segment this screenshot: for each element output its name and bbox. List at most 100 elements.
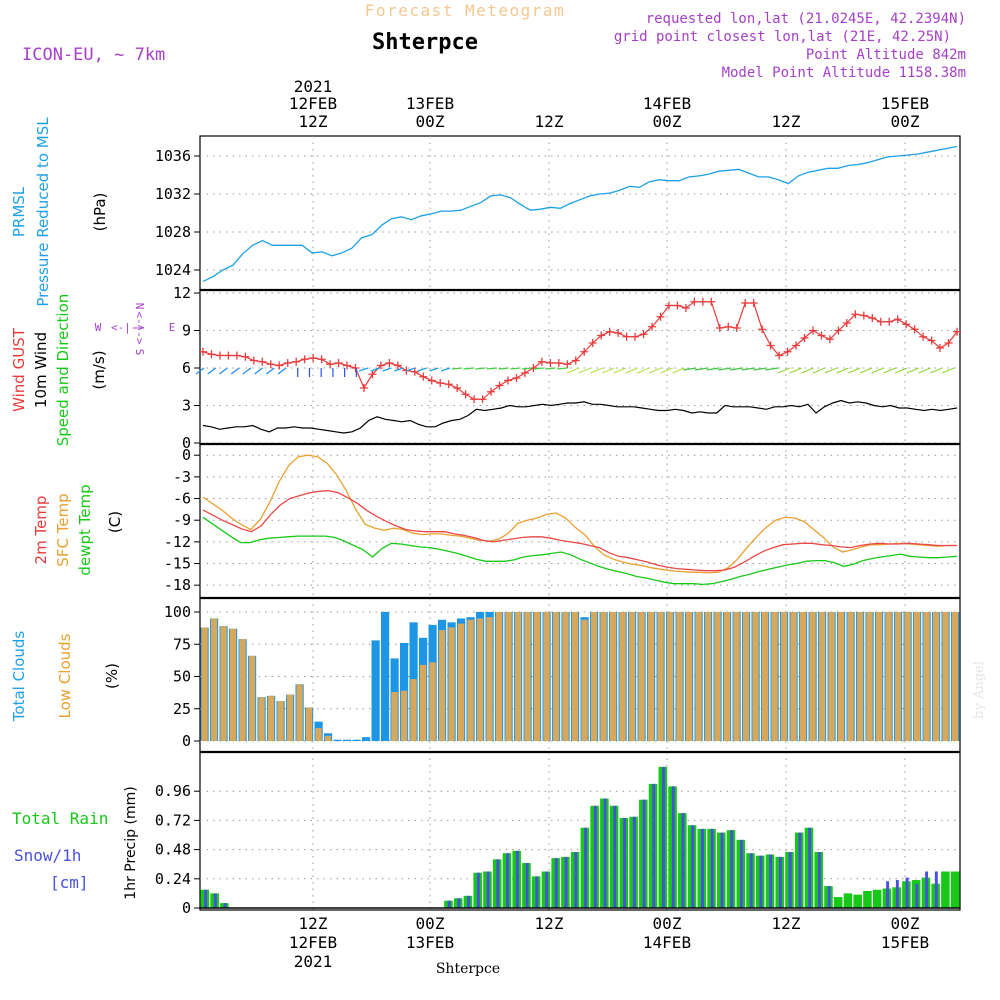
bottom-day-label: 12FEB — [289, 933, 337, 952]
cloud-low-bar — [267, 695, 275, 741]
prmsl-unit: (hPa) — [91, 193, 109, 232]
cloud-low-bar — [780, 612, 788, 741]
cloud-low-bar — [809, 612, 816, 741]
gust-marker — [385, 359, 394, 367]
gust-marker — [520, 369, 529, 377]
gust-marker — [902, 320, 911, 329]
cloud-low-bar — [913, 612, 921, 741]
precip-side-labels: Total Rain Snow/1h [cm] 1hr Precip (mm) — [12, 786, 139, 899]
temp-dewpt-label: dewpt Temp — [76, 484, 94, 575]
snow-bar — [525, 862, 529, 908]
cloud-low-bar — [467, 619, 474, 741]
wind-arrow — [486, 367, 498, 370]
y-tick-label: 3 — [182, 397, 191, 415]
top-hour-label: 12Z — [535, 112, 564, 131]
y-tick-label: 0 — [182, 434, 191, 452]
gust-marker — [792, 341, 801, 350]
y-tick-label: 100 — [164, 603, 191, 621]
cloud-low-bar — [571, 612, 579, 741]
wind-side-labels: Wind GUST 10m Wind Speed and Direction (… — [10, 294, 175, 447]
gust-marker — [376, 361, 385, 370]
wind-arrow — [729, 367, 744, 371]
snow-bar — [213, 893, 217, 908]
compass-n: N — [133, 303, 146, 310]
gust-marker — [919, 332, 928, 341]
precip-axis-label: 1hr Precip (mm) — [123, 786, 139, 899]
gust-marker — [834, 326, 843, 335]
y-tick-label: 1036 — [155, 147, 191, 165]
cloud-low-bar — [286, 694, 294, 741]
gust-marker — [461, 390, 470, 399]
cloud-total-bar — [362, 737, 371, 741]
wind-arrow — [706, 367, 720, 371]
wind-arrow — [812, 367, 826, 374]
cloud-total-bar — [333, 739, 342, 741]
dewpt-line — [202, 516, 958, 586]
gust-marker — [910, 325, 919, 334]
cloud-low-bar — [581, 619, 588, 741]
cloud-low-bar — [590, 612, 598, 741]
wind-arrow — [613, 367, 627, 374]
top-day-label: 15FEB — [881, 94, 929, 113]
panels: 1024 1028 1032 1036 0 3 6 9 12 0 -3 -6 -9 -12 -15 -18 0 2… — [155, 135, 961, 917]
gust-marker — [224, 351, 233, 360]
gust-marker — [326, 360, 335, 369]
cloud-low-bar — [932, 612, 940, 741]
gust-marker — [503, 376, 512, 385]
gust-marker — [419, 372, 428, 381]
snow-bar — [515, 850, 519, 908]
cloud-low-bar — [495, 612, 503, 741]
snow-bar — [827, 886, 831, 908]
wind-arrow — [894, 367, 908, 374]
snow-bar — [457, 898, 461, 908]
wind-arrow — [265, 367, 275, 375]
cloud-low-bar — [790, 612, 797, 741]
cloud-low-bar — [514, 612, 522, 741]
model-label: ICON-EU, ~ 7km — [22, 45, 165, 65]
gust-marker — [258, 357, 267, 366]
bottom-day-label: 13FEB — [406, 933, 454, 952]
gust-marker — [300, 355, 309, 364]
cloud-low-bar — [676, 612, 683, 741]
credit: by Angel — [972, 661, 987, 719]
cloud-low-bar — [866, 612, 873, 741]
snow-bar — [506, 853, 510, 908]
prmsl-side-labels: PRMSL Pressure Reduced to MSL (hPa) — [10, 117, 109, 307]
wind-unit: (m/s) — [90, 350, 108, 389]
cloud-low-bar — [733, 612, 740, 741]
wind-arrow — [941, 367, 955, 374]
wind-arrow — [765, 367, 779, 371]
gust-marker — [622, 332, 631, 341]
snow-bar — [720, 832, 724, 908]
gust-marker — [936, 344, 945, 352]
snow-bar — [778, 856, 782, 908]
snow-bar — [671, 786, 675, 908]
cloud-low-bar — [524, 612, 531, 741]
gust-marker — [605, 327, 614, 336]
gust-marker — [199, 347, 207, 356]
wind-arrow — [906, 367, 920, 374]
y-tick-label: -9 — [173, 511, 191, 529]
cloud-total-bar — [343, 739, 352, 741]
cloud-low-bar — [856, 612, 864, 741]
cloud-low-bar — [552, 612, 560, 741]
gust-marker — [410, 367, 419, 376]
cloud-low-bar — [391, 691, 398, 741]
compass-s: S — [133, 349, 146, 356]
y-tick-label: -18 — [164, 576, 191, 594]
cloud-low-bar — [951, 612, 959, 741]
snow-bar — [486, 871, 490, 908]
station-title: Shterpce — [372, 30, 478, 55]
gust-marker — [334, 359, 343, 367]
cloud-low-bar — [609, 612, 617, 741]
cloud-low-bar — [248, 655, 256, 741]
bottom-station: Shterpce — [436, 961, 500, 977]
cloud-low-bar — [685, 612, 693, 741]
wind-arrow — [440, 367, 451, 372]
gust-marker — [732, 324, 741, 332]
gust-marker — [563, 360, 572, 369]
wind-arrow — [510, 367, 521, 370]
wind-arrow — [789, 367, 802, 374]
cloud-low-bar — [828, 612, 835, 741]
